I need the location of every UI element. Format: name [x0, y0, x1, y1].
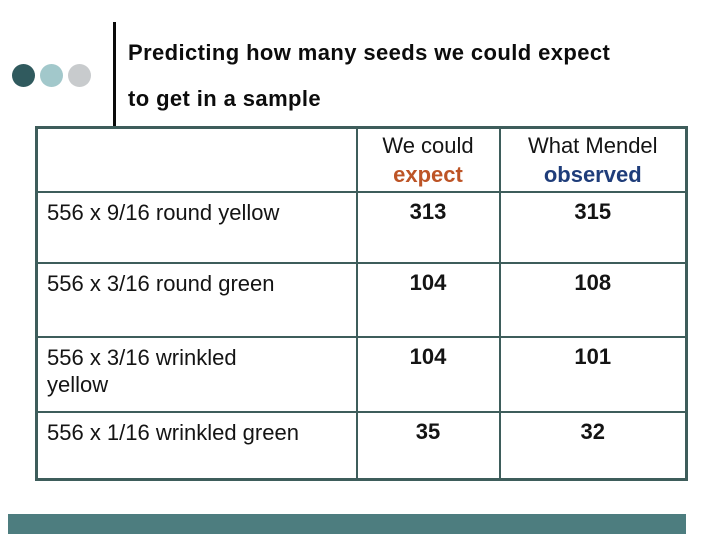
- row-label: 556 x 3/16 round green: [35, 261, 358, 338]
- header-expect-line2: expect: [393, 162, 463, 187]
- title-divider-line: [113, 22, 116, 128]
- expect-value: 35: [355, 410, 501, 481]
- header-cell-empty: [35, 126, 358, 193]
- table-header-row: We could expect What Mendel observed: [35, 126, 688, 193]
- observed-value: 315: [498, 190, 688, 264]
- expect-value: 104: [355, 261, 501, 338]
- header-cell-observed: What Mendel observed: [498, 126, 688, 193]
- slide-title: Predicting how many seeds we could expec…: [128, 30, 688, 122]
- observed-value: 101: [498, 335, 688, 413]
- table-row: 556 x 3/16 wrinkled yellow 104 101: [35, 335, 688, 413]
- row-label: 556 x 3/16 wrinkled yellow: [35, 335, 358, 413]
- bottom-accent-bar: [8, 514, 686, 534]
- observed-value: 32: [498, 410, 688, 481]
- accent-dot-light-teal: [40, 64, 63, 87]
- header-cell-expect: We could expect: [355, 126, 501, 193]
- row-label: 556 x 1/16 wrinkled green: [35, 410, 358, 481]
- observed-value: 108: [498, 261, 688, 338]
- table-row: 556 x 3/16 round green 104 108: [35, 261, 688, 338]
- slide-title-line2: to get in a sample: [128, 86, 322, 111]
- expect-value: 313: [355, 190, 501, 264]
- slide-title-line1: Predicting how many seeds we could expec…: [128, 40, 611, 65]
- accent-dot-dark-teal: [12, 64, 35, 87]
- mendel-comparison-table: We could expect What Mendel observed 556…: [35, 126, 688, 481]
- table-row: 556 x 1/16 wrinkled green 35 32: [35, 410, 688, 481]
- header-observed-line1: What Mendel: [527, 133, 658, 158]
- header-expect-line1: We could: [382, 133, 474, 158]
- row-label: 556 x 9/16 round yellow: [35, 190, 358, 264]
- table-row: 556 x 9/16 round yellow 313 315: [35, 190, 688, 264]
- expect-value: 104: [355, 335, 501, 413]
- header-observed-line2: observed: [543, 162, 642, 187]
- accent-dot-gray: [68, 64, 91, 87]
